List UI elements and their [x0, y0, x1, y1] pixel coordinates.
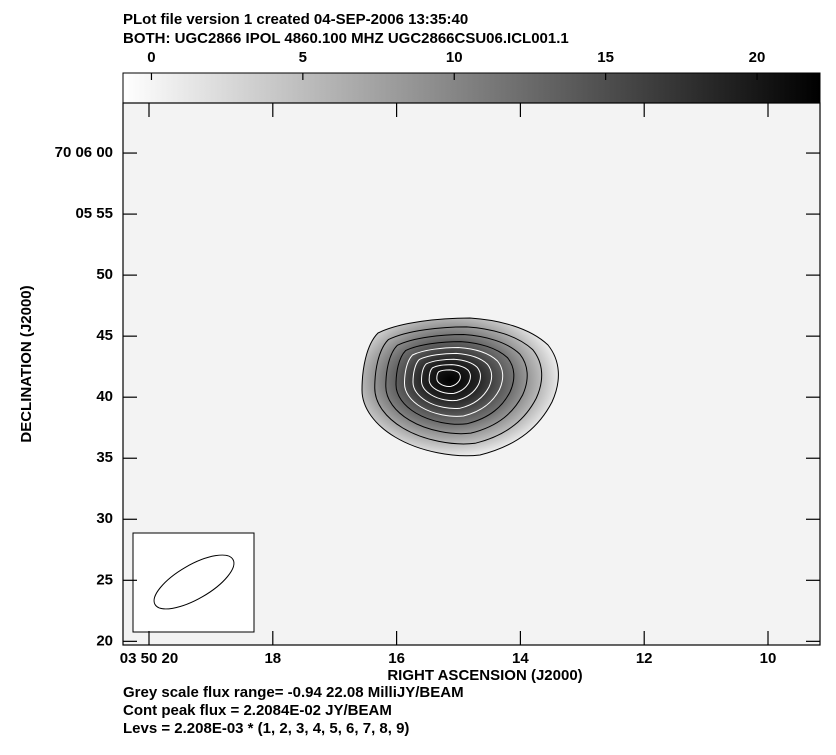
colorbar-tick-label: 0 — [147, 49, 155, 66]
x-tick-label: 12 — [636, 650, 653, 667]
colorbar-tick-label: 10 — [446, 49, 463, 66]
x-tick-label: 14 — [512, 650, 529, 667]
y-axis-label: DECLINATION (J2000) — [18, 285, 35, 442]
colorbar-tick-label: 5 — [299, 49, 307, 66]
note: Levs = 2.208E-03 * (1, 2, 3, 4, 5, 6, 7,… — [123, 720, 409, 737]
x-tick-label: 16 — [388, 650, 405, 667]
x-axis-label: RIGHT ASCENSION (J2000) — [387, 667, 582, 684]
x-tick-label: 03 50 20 — [120, 650, 178, 667]
y-tick-label: 70 06 00 — [55, 144, 113, 161]
colorbar-tick-label: 15 — [597, 49, 614, 66]
title: PLot file version 1 created 04-SEP-2006 … — [123, 11, 468, 28]
subtitle: BOTH: UGC2866 IPOL 4860.100 MHZ UGC2866C… — [123, 30, 569, 47]
y-tick-label: 40 — [96, 388, 113, 405]
y-tick-label: 50 — [96, 266, 113, 283]
note: Cont peak flux = 2.2084E-02 JY/BEAM — [123, 702, 392, 719]
source — [361, 317, 559, 457]
colorbar-tick-label: 20 — [749, 49, 766, 66]
x-tick-label: 18 — [264, 650, 281, 667]
y-tick-label: 30 — [96, 510, 113, 527]
y-tick-label: 45 — [96, 327, 113, 344]
note: Grey scale flux range= -0.94 22.08 Milli… — [123, 684, 464, 701]
x-tick-label: 10 — [760, 650, 777, 667]
beam — [132, 532, 255, 633]
y-tick-label: 35 — [96, 449, 113, 466]
colorbar — [122, 72, 821, 104]
y-tick-label: 20 — [96, 632, 113, 649]
y-tick-label: 05 55 — [75, 205, 113, 222]
y-tick-label: 25 — [96, 571, 113, 588]
